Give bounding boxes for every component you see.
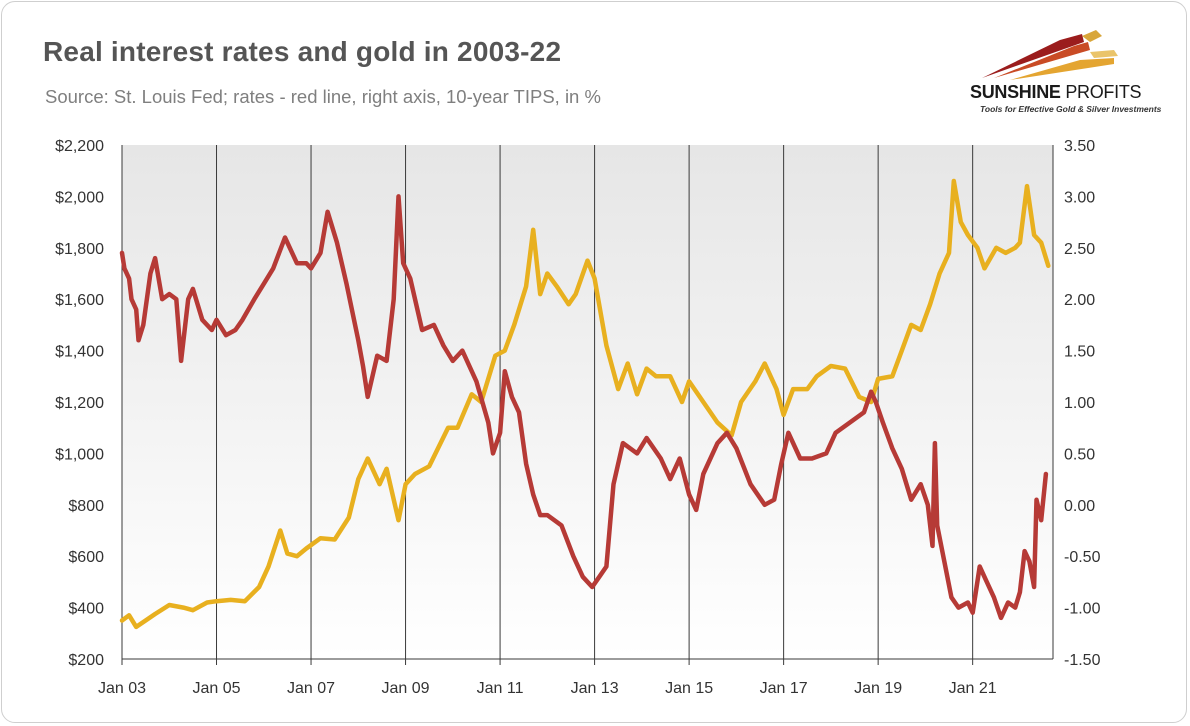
y-left-tick-label: $800 (68, 498, 104, 515)
real-rate-line (119, 194, 1049, 621)
y-left-tick-label: $1,400 (55, 344, 104, 361)
x-tick-label: Jan 07 (287, 680, 335, 697)
x-tick-label: Jan 17 (760, 680, 808, 697)
y-right-tick-label: 0.00 (1064, 498, 1095, 515)
y-right-tick-label: -1.50 (1064, 652, 1101, 669)
y-left-tick-label: $1,600 (55, 292, 104, 309)
y-left-tick-label: $600 (68, 549, 104, 566)
axes: Jan 03 Jan 05 Jan 07 Jan 09 Jan 11 Jan 13 Jan … (55, 138, 1101, 697)
logo-tagline: Tools for Effective Gold & Silver Invest… (980, 104, 1162, 114)
logo-name: SUNSHINE PROFITS (970, 82, 1142, 102)
y-right-tick-label: -1.00 (1064, 601, 1101, 618)
chart-subtitle: Source: St. Louis Fed; rates - red line,… (45, 86, 601, 107)
gold-price-line (119, 178, 1051, 630)
y-left-tick-label: $2,000 (55, 189, 104, 206)
gridlines (121, 145, 1054, 659)
x-tick-label: Jan 03 (98, 680, 146, 697)
y-left-tick-label: $2,200 (55, 138, 104, 155)
x-tick-label: Jan 13 (571, 680, 619, 697)
y-right-tick-label: 1.00 (1064, 395, 1095, 412)
y-right-tick-label: 3.50 (1064, 138, 1095, 155)
y-left-tick-label: $1,200 (55, 395, 104, 412)
y-left-tick-label: $1,000 (55, 446, 104, 463)
y-left-tick-label: $400 (68, 601, 104, 618)
y-right-tick-label: 2.50 (1064, 241, 1095, 258)
y-right-tick-label: 3.00 (1064, 189, 1095, 206)
plot-area (122, 145, 1053, 659)
x-tick-label: Jan 19 (854, 680, 902, 697)
x-tick-label: Jan 09 (382, 680, 430, 697)
series-lines (119, 178, 1051, 630)
y-right-tick-label: 1.50 (1064, 344, 1095, 361)
y-left-tick-label: $200 (68, 652, 104, 669)
sunrays-logo-icon (982, 30, 1118, 80)
y-left-tick-label: $1,800 (55, 241, 104, 258)
x-tick-label: Jan 05 (192, 680, 240, 697)
x-tick-label: Jan 15 (665, 680, 713, 697)
sunshine-profits-logo: SUNSHINE PROFITS Tools for Effective Gol… (964, 28, 1169, 118)
y-right-tick-label: 0.50 (1064, 446, 1095, 463)
x-tick-label: Jan 11 (477, 680, 524, 697)
x-tick-label: Jan 21 (949, 680, 997, 697)
y-right-tick-label: -0.50 (1064, 549, 1101, 566)
chart-title: Real interest rates and gold in 2003-22 (43, 36, 562, 67)
y-right-tick-label: 2.00 (1064, 292, 1095, 309)
